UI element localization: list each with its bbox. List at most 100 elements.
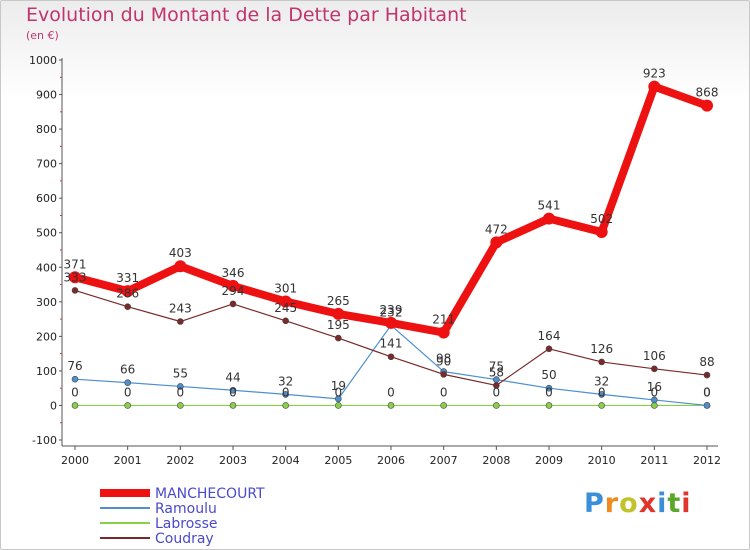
x-tick-label: 2003 bbox=[219, 454, 247, 467]
x-tick-label: 2000 bbox=[61, 454, 89, 467]
x-tick-label: 2001 bbox=[114, 454, 142, 467]
data-point bbox=[440, 371, 447, 378]
data-labels: 371 331 403 346 301 265 239 211 472 541 502 923 868 7… bbox=[64, 67, 719, 400]
data-point bbox=[437, 326, 450, 339]
data-point bbox=[71, 375, 79, 383]
y-tick-label: 600 bbox=[36, 192, 57, 205]
data-point bbox=[493, 382, 500, 389]
data-point bbox=[69, 271, 81, 284]
logo-letter: t bbox=[667, 488, 682, 519]
y-tick-label: 700 bbox=[36, 158, 57, 171]
logo-letter: x bbox=[638, 488, 658, 519]
data-label: 472 bbox=[485, 222, 508, 236]
data-label: 923 bbox=[643, 67, 666, 81]
y-tick-label: 400 bbox=[36, 261, 57, 274]
data-label: 0 bbox=[229, 385, 237, 399]
data-point bbox=[703, 402, 711, 409]
data-label: 195 bbox=[327, 318, 350, 332]
data-point bbox=[545, 402, 553, 409]
data-point bbox=[701, 99, 713, 112]
data-label: 211 bbox=[432, 313, 455, 327]
data-point bbox=[335, 402, 342, 409]
data-label: 0 bbox=[282, 385, 290, 399]
data-point bbox=[124, 303, 131, 310]
data-label: 371 bbox=[64, 257, 87, 271]
y-tick-label: 100 bbox=[36, 365, 57, 378]
data-point bbox=[279, 295, 292, 308]
data-label: 868 bbox=[696, 86, 719, 100]
data-label: 19 bbox=[331, 379, 346, 393]
chart-subtitle: (en €) bbox=[26, 29, 59, 42]
data-point bbox=[490, 236, 503, 249]
data-label: 50 bbox=[541, 368, 556, 382]
data-label: 301 bbox=[274, 281, 297, 295]
data-label: 126 bbox=[590, 342, 613, 356]
data-label: 58 bbox=[489, 365, 504, 379]
x-tick-label: 2002 bbox=[166, 454, 194, 467]
data-label: 0 bbox=[335, 385, 343, 399]
data-label: 106 bbox=[643, 349, 666, 363]
data-label: 243 bbox=[169, 302, 192, 316]
data-label: 75 bbox=[489, 360, 504, 374]
data-point bbox=[71, 287, 79, 294]
x-tick-label: 2004 bbox=[272, 454, 300, 467]
data-point bbox=[229, 402, 237, 409]
data-label: 502 bbox=[590, 212, 613, 226]
x-tick-label: 2006 bbox=[377, 454, 405, 467]
y-tick-label: 0 bbox=[50, 399, 57, 412]
data-label: 294 bbox=[222, 284, 245, 298]
x-tick-label: 2012 bbox=[693, 454, 721, 467]
data-label: 0 bbox=[545, 385, 553, 399]
x-tick-label: 2009 bbox=[535, 454, 563, 467]
data-point bbox=[121, 285, 134, 298]
data-point bbox=[124, 402, 131, 409]
y-tick-label: 800 bbox=[36, 123, 57, 136]
data-label: 0 bbox=[598, 385, 606, 399]
data-point bbox=[598, 402, 605, 409]
legend-label: MANCHECOURT bbox=[155, 486, 265, 502]
x-tick-label: 2011 bbox=[640, 454, 668, 467]
data-label: 265 bbox=[327, 294, 350, 308]
data-point bbox=[335, 395, 342, 403]
data-label: 0 bbox=[387, 385, 395, 399]
data-label: 0 bbox=[703, 385, 711, 399]
legend-label: Labrosse bbox=[155, 516, 217, 532]
data-point bbox=[387, 353, 395, 361]
data-point bbox=[545, 345, 553, 353]
data-point bbox=[282, 402, 289, 409]
data-point bbox=[648, 80, 661, 93]
data-label: 333 bbox=[64, 270, 87, 284]
x-tick-label: 2010 bbox=[588, 454, 616, 467]
data-point bbox=[177, 318, 184, 325]
data-label: 0 bbox=[440, 385, 448, 399]
data-point bbox=[493, 402, 500, 409]
data-label: 0 bbox=[177, 385, 185, 399]
legend-label: Ramoulu bbox=[155, 501, 217, 517]
data-label: 331 bbox=[116, 271, 139, 285]
data-point bbox=[598, 358, 605, 366]
data-point bbox=[545, 384, 553, 392]
data-label: 66 bbox=[120, 363, 135, 377]
data-point bbox=[595, 226, 608, 239]
data-label: 245 bbox=[274, 301, 297, 315]
data-point bbox=[387, 402, 395, 409]
x-tick-label: 2007 bbox=[430, 454, 458, 467]
y-tick-label: 300 bbox=[36, 296, 57, 309]
data-label: 403 bbox=[169, 246, 192, 260]
data-point bbox=[177, 383, 184, 390]
data-point bbox=[651, 396, 658, 404]
logo-letter: P bbox=[584, 488, 605, 519]
data-point bbox=[598, 391, 605, 398]
data-label: 239 bbox=[380, 303, 403, 317]
data-label: 0 bbox=[703, 385, 711, 399]
data-point bbox=[335, 334, 342, 342]
x-tick-label: 2005 bbox=[324, 454, 352, 467]
x-tick-label: 2008 bbox=[482, 454, 510, 467]
data-point bbox=[385, 316, 397, 329]
logo-letter: i bbox=[681, 488, 692, 519]
data-label: 76 bbox=[67, 359, 82, 373]
data-label: 232 bbox=[380, 305, 403, 319]
